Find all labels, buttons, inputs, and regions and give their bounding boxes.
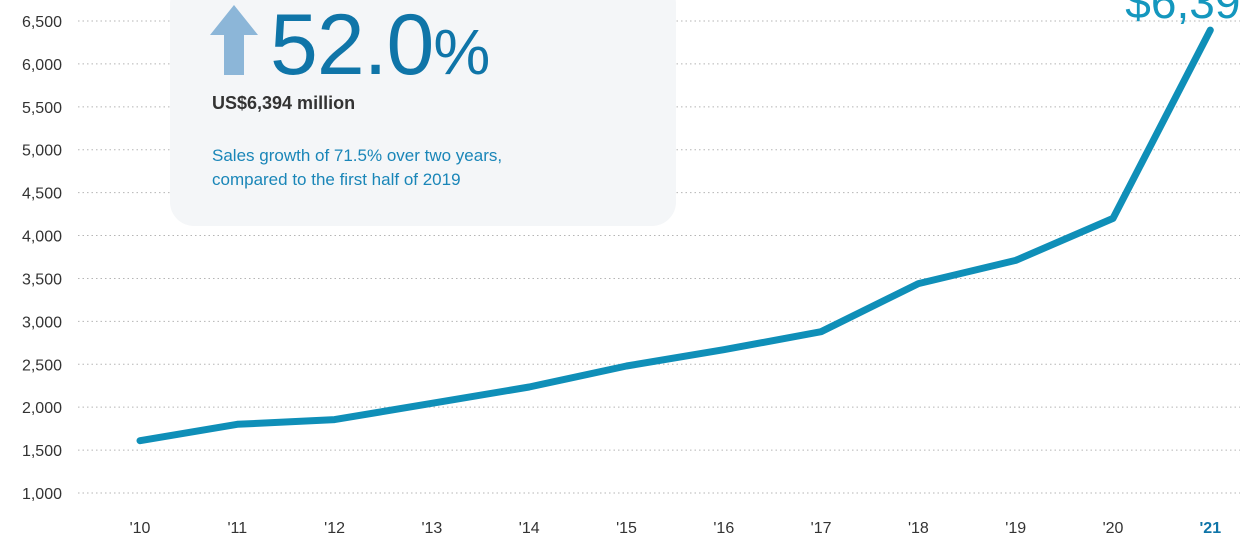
y-tick-label: 4,500: [22, 186, 62, 203]
x-tick-label: '19: [1005, 520, 1026, 535]
growth-percentage-sign: %: [433, 16, 490, 88]
y-tick-label: 2,000: [22, 400, 62, 417]
x-tick-label: '21: [1199, 520, 1221, 535]
growth-description: Sales growth of 71.5% over two years, co…: [212, 144, 652, 192]
series-layer: [136, 26, 1214, 445]
x-tick-label: '18: [908, 520, 929, 535]
y-tick-label: 1,500: [22, 443, 62, 460]
x-tick-label: '17: [811, 520, 832, 535]
x-tick-label: '10: [130, 520, 151, 535]
up-arrow-icon: [210, 5, 258, 75]
x-tick-label: '11: [227, 520, 247, 535]
y-axis-ticks: 1,000 1,500 2,000 2,500 3,000 3,500 4,000 4,500…: [22, 14, 62, 503]
y-tick-label: 5,000: [22, 143, 62, 160]
y-tick-label: 3,000: [22, 314, 62, 331]
y-tick-label: 5,500: [22, 100, 62, 117]
growth-percentage: 52.0%: [270, 0, 490, 93]
x-tick-label: '13: [421, 520, 442, 535]
y-tick-label: 6,000: [22, 57, 62, 74]
growth-percentage-value: 52.0: [270, 0, 434, 93]
sales-series-line: [136, 26, 1214, 445]
y-tick-label: 2,500: [22, 357, 62, 374]
sales-amount: US$6,394 million: [212, 93, 356, 113]
callout-card: [170, 0, 676, 226]
x-axis-ticks: '10 '11 '12 '13 '14 '15 '16 '17 '18 '19 '20 '21: [130, 520, 1222, 535]
y-tick-label: 6,500: [22, 14, 62, 31]
x-tick-label: '20: [1103, 520, 1124, 535]
y-tick-label: 1,000: [22, 486, 62, 503]
x-tick-label: '16: [713, 520, 734, 535]
x-tick-label: '12: [324, 520, 345, 535]
growth-description-line-1: Sales growth of 71.5% over two years,: [212, 146, 503, 165]
x-tick-label: '15: [616, 520, 637, 535]
x-tick-label: '14: [519, 520, 540, 535]
end-value-label: $6,394: [1125, 0, 1240, 28]
growth-description-line-2: compared to the first half of 2019: [212, 170, 461, 189]
y-tick-label: 3,500: [22, 271, 62, 288]
y-tick-label: 4,000: [22, 229, 62, 246]
